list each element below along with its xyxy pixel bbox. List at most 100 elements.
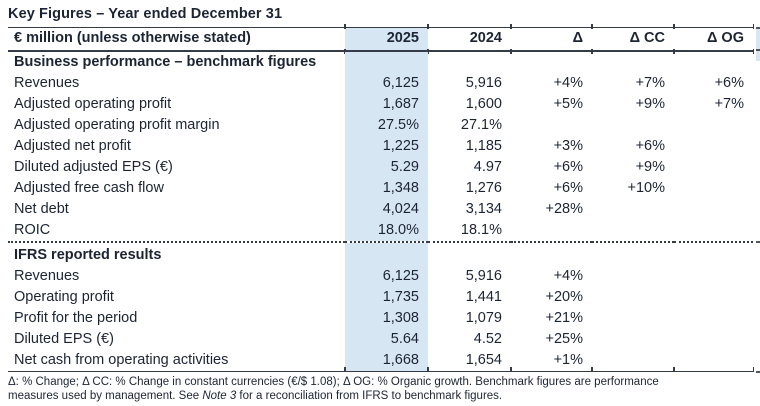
row-label: Net cash from operating activities: [8, 349, 345, 372]
page-edge-artifact: [756, 28, 760, 61]
row-label: Adjusted operating profit margin: [14, 116, 220, 133]
col-header-2024: 2024: [427, 24, 511, 54]
value-cell: [591, 349, 674, 372]
value-cell: 5.64: [345, 328, 428, 350]
value-cell: [674, 136, 753, 157]
footnote-text: for a reconciliation from IFRS to benchm…: [236, 390, 503, 402]
section-heading-row: IFRS reported results: [8, 240, 753, 266]
table-row: Diluted EPS (€) 5.64 4.52 +25%: [8, 328, 753, 350]
value-cell: 1,735: [345, 286, 428, 308]
key-figures-table: € million (unless otherwise stated) 2025…: [8, 24, 754, 372]
row-label: ROIC: [14, 221, 51, 238]
value-cell: +9%: [635, 158, 665, 175]
empty-cell: [345, 50, 428, 73]
value-cell: +4%: [553, 267, 583, 284]
value-cell: [511, 220, 592, 242]
empty-cell: [511, 51, 592, 73]
empty-cell: [428, 51, 511, 73]
header-row: € million (unless otherwise stated) 2025…: [8, 24, 754, 54]
rule-tick: [752, 48, 754, 54]
value-cell: +1%: [510, 349, 592, 372]
value-cell: 5,916: [465, 74, 502, 91]
value-cell: [674, 157, 753, 178]
page-title: Key Figures – Year ended December 31: [8, 6, 283, 22]
table-row: Diluted adjusted EPS (€) 5.29 4.97 +6% +9%: [8, 156, 753, 178]
table-row: Profit for the period 1,308 1,079 +21%: [8, 307, 753, 329]
value-cell: [592, 329, 674, 350]
value-cell: 6,125: [345, 265, 428, 287]
value-cell: 27.5%: [345, 114, 428, 136]
value-cell: 5.29: [345, 156, 428, 178]
value-cell: 1,225: [345, 135, 428, 157]
table-row: Adjusted operating profit margin 27.5% 27.…: [8, 114, 753, 136]
footnote: Δ: % Change; Δ CC: % Change in constant …: [8, 375, 700, 404]
value-cell: +7%: [635, 74, 665, 91]
value-cell: [592, 199, 674, 220]
empty-cell: [511, 240, 592, 266]
value-cell: +9%: [635, 95, 665, 112]
value-cell: 1,687: [345, 93, 428, 115]
value-cell: 1,308: [345, 307, 428, 329]
table-row: Revenues 6,125 5,916 +4% +7% +6%: [8, 72, 753, 94]
value-cell: 4.97: [473, 158, 502, 175]
value-cell: 5,916: [465, 267, 502, 284]
rule-tick: [752, 24, 754, 29]
value-cell: [592, 115, 674, 136]
page-edge-rule-fragment: [756, 241, 760, 243]
footnote-text: Δ: % Change; Δ CC: % Change in constant …: [8, 375, 659, 403]
value-cell: [674, 115, 753, 136]
table-row: ROIC 18.0% 18.1%: [8, 219, 753, 242]
table-body: Business performance – benchmark figures…: [8, 50, 754, 372]
value-cell: 18.0%: [345, 219, 428, 242]
value-cell: +7%: [714, 95, 744, 112]
row-label: Adjusted free cash flow: [14, 179, 164, 196]
value-cell: [673, 349, 754, 372]
value-cell: +3%: [553, 137, 583, 154]
table-row: Net debt 4,024 3,134 +28%: [8, 198, 753, 220]
value-cell: +10%: [627, 179, 666, 196]
value-cell: 27.1%: [460, 116, 502, 133]
rule-tick: [752, 366, 754, 372]
value-cell: [674, 178, 753, 199]
value-cell: 4.52: [473, 330, 502, 347]
value-cell: 1,079: [465, 309, 502, 326]
row-label: Diluted adjusted EPS (€): [14, 158, 173, 175]
value-cell: +6%: [553, 158, 583, 175]
value-cell: [674, 308, 753, 329]
value-cell: 1,348: [345, 177, 428, 199]
empty-cell: [592, 240, 674, 266]
empty-cell: [428, 240, 511, 266]
value-cell: [674, 329, 753, 350]
row-label: Revenues: [14, 74, 80, 91]
value-cell: +25%: [545, 330, 584, 347]
page-edge-rule-fragment: [756, 27, 760, 29]
value-cell: +5%: [553, 95, 583, 112]
value-cell: [592, 266, 674, 287]
empty-cell: [345, 240, 428, 266]
value-cell: 18.1%: [460, 221, 502, 238]
table-row: Operating profit 1,735 1,441 +20%: [8, 286, 753, 308]
table-row: Revenues 6,125 5,916 +4%: [8, 265, 753, 287]
value-cell: 4,024: [345, 198, 428, 220]
value-cell: [674, 287, 753, 308]
value-cell: +28%: [545, 200, 584, 217]
value-cell: [592, 287, 674, 308]
value-cell: +6%: [714, 74, 744, 91]
value-cell: +21%: [545, 309, 584, 326]
page-edge-rule-fragment: [756, 371, 760, 373]
row-label: Adjusted operating profit: [14, 95, 172, 112]
table-row: Adjusted net profit 1,225 1,185 +3% +6%: [8, 135, 753, 157]
row-label: Diluted EPS (€): [14, 330, 114, 347]
value-cell: +6%: [635, 137, 665, 154]
value-cell: 1,600: [465, 95, 502, 112]
table-row: Adjusted operating profit 1,687 1,600 +5% +9…: [8, 93, 753, 115]
value-cell: [592, 308, 674, 329]
value-cell: 3,134: [465, 200, 502, 217]
value-cell: [592, 220, 674, 242]
col-header-delta-og: Δ OG: [673, 24, 754, 54]
row-label: Profit for the period: [14, 309, 138, 326]
row-label: Operating profit: [14, 288, 114, 305]
empty-cell: [592, 51, 674, 73]
col-header-delta: Δ: [510, 24, 592, 54]
section-heading: Business performance – benchmark figures: [14, 53, 317, 70]
